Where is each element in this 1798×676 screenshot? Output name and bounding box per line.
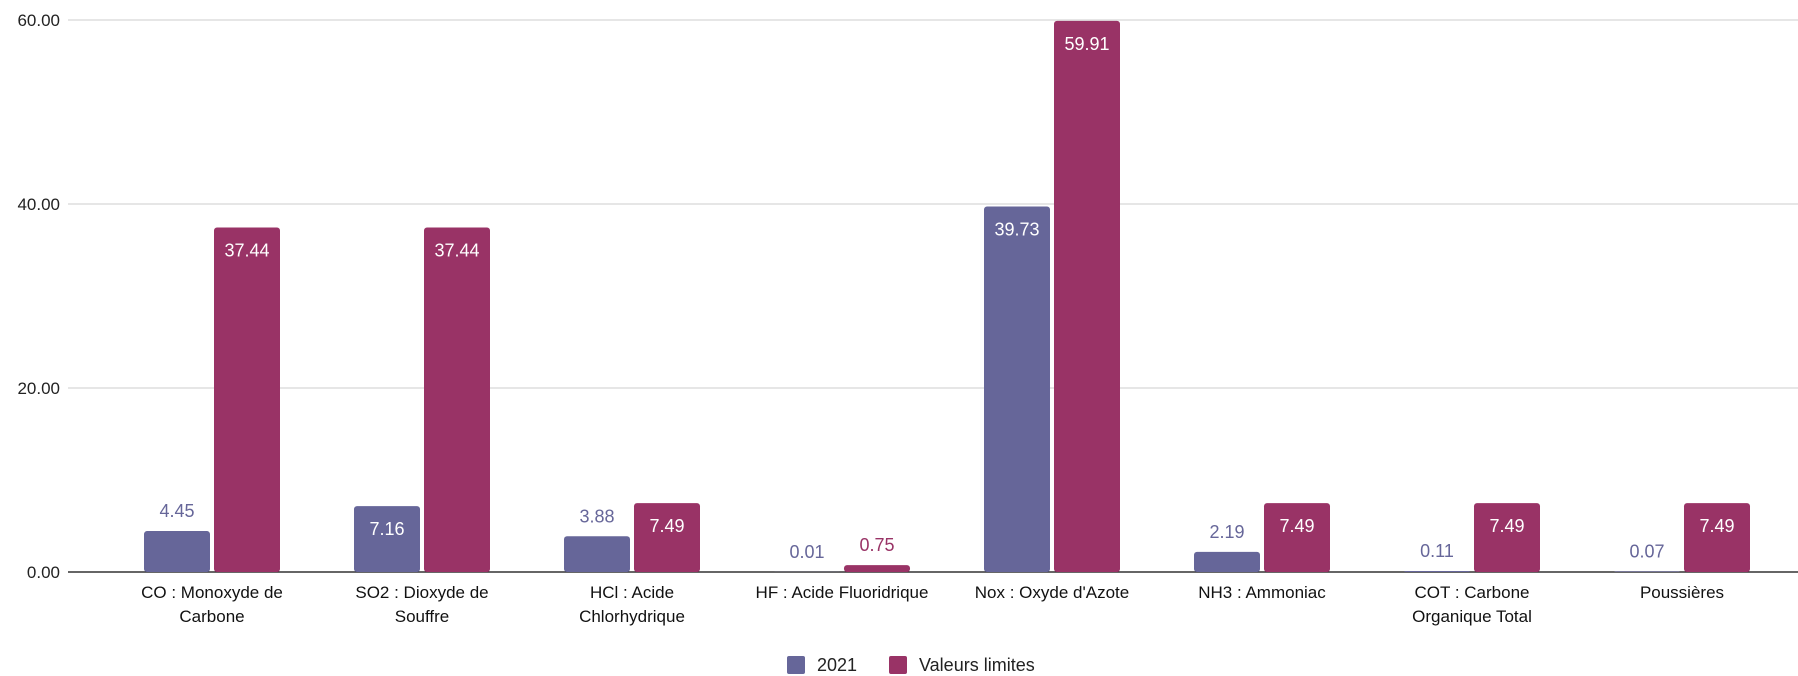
data-label: 0.07 (1629, 541, 1664, 561)
legend-swatch (787, 656, 805, 674)
legend-swatch (889, 656, 907, 674)
x-tick-label: SO2 : Dioxyde de Souffre (355, 583, 488, 626)
data-label: 37.44 (434, 241, 479, 261)
bar-series-2021 (564, 536, 630, 572)
bar-series-2021 (354, 506, 420, 572)
data-label: 7.16 (369, 519, 404, 539)
data-label: 39.73 (994, 219, 1039, 239)
y-tick-label: 0.00 (27, 563, 60, 582)
y-axis: 0.00 20.00 40.00 60.00 (17, 11, 60, 582)
gridlines (68, 19, 1798, 573)
bar-series-valeurs-limites (1054, 20, 1120, 572)
data-label: 0.75 (859, 535, 894, 555)
x-tick-label: Nox : Oxyde d'Azote (975, 583, 1129, 602)
bars (144, 20, 1750, 572)
x-tick-label: COT : Carbone Organique Total (1412, 583, 1532, 626)
x-tick-label: HF : Acide Fluoridrique (756, 583, 929, 602)
x-tick-label: HCl : Acide Chlorhydrique (579, 583, 685, 626)
data-label: 59.91 (1064, 34, 1109, 54)
data-label: 37.44 (224, 241, 269, 261)
legend-label: Valeurs limites (919, 655, 1035, 675)
data-label: 7.49 (1279, 516, 1314, 536)
bar-series-valeurs-limites (1474, 503, 1540, 572)
x-tick-label: Poussières (1640, 583, 1724, 602)
data-label: 2.19 (1209, 522, 1244, 542)
x-tick-label: CO : Monoxyde de Carbone (141, 583, 283, 626)
bar-series-valeurs-limites (1264, 503, 1330, 572)
x-tick-label: NH3 : Ammoniac (1198, 583, 1326, 602)
bar-series-2021 (984, 206, 1050, 572)
y-tick-label: 60.00 (17, 11, 60, 30)
bar-series-valeurs-limites (214, 227, 280, 572)
data-label: 4.45 (159, 501, 194, 521)
legend-label: 2021 (817, 655, 857, 675)
x-axis: CO : Monoxyde de Carbone SO2 : Dioxyde de S… (141, 583, 1724, 626)
data-label: 3.88 (579, 506, 614, 526)
bar-series-2021 (1404, 570, 1470, 572)
data-label: 7.49 (649, 516, 684, 536)
bar-series-2021 (144, 531, 210, 572)
y-tick-label: 40.00 (17, 195, 60, 214)
bar-series-2021 (1614, 571, 1680, 572)
data-labels: 4.45 37.44 7.16 37.44 3.88 7.49 0.01 0.75 39.73 5… (159, 34, 1734, 562)
bar-series-valeurs-limites (844, 565, 910, 572)
data-label: 0.11 (1420, 541, 1454, 561)
y-tick-label: 20.00 (17, 379, 60, 398)
bar-series-valeurs-limites (424, 227, 490, 572)
bar-series-valeurs-limites (1684, 503, 1750, 572)
data-label: 7.49 (1699, 516, 1734, 536)
data-label: 7.49 (1489, 516, 1524, 536)
legend: 2021 Valeurs limites (787, 655, 1035, 675)
bar-series-2021 (1194, 551, 1260, 572)
bar-series-valeurs-limites (634, 503, 700, 572)
data-label: 0.01 (789, 542, 824, 562)
